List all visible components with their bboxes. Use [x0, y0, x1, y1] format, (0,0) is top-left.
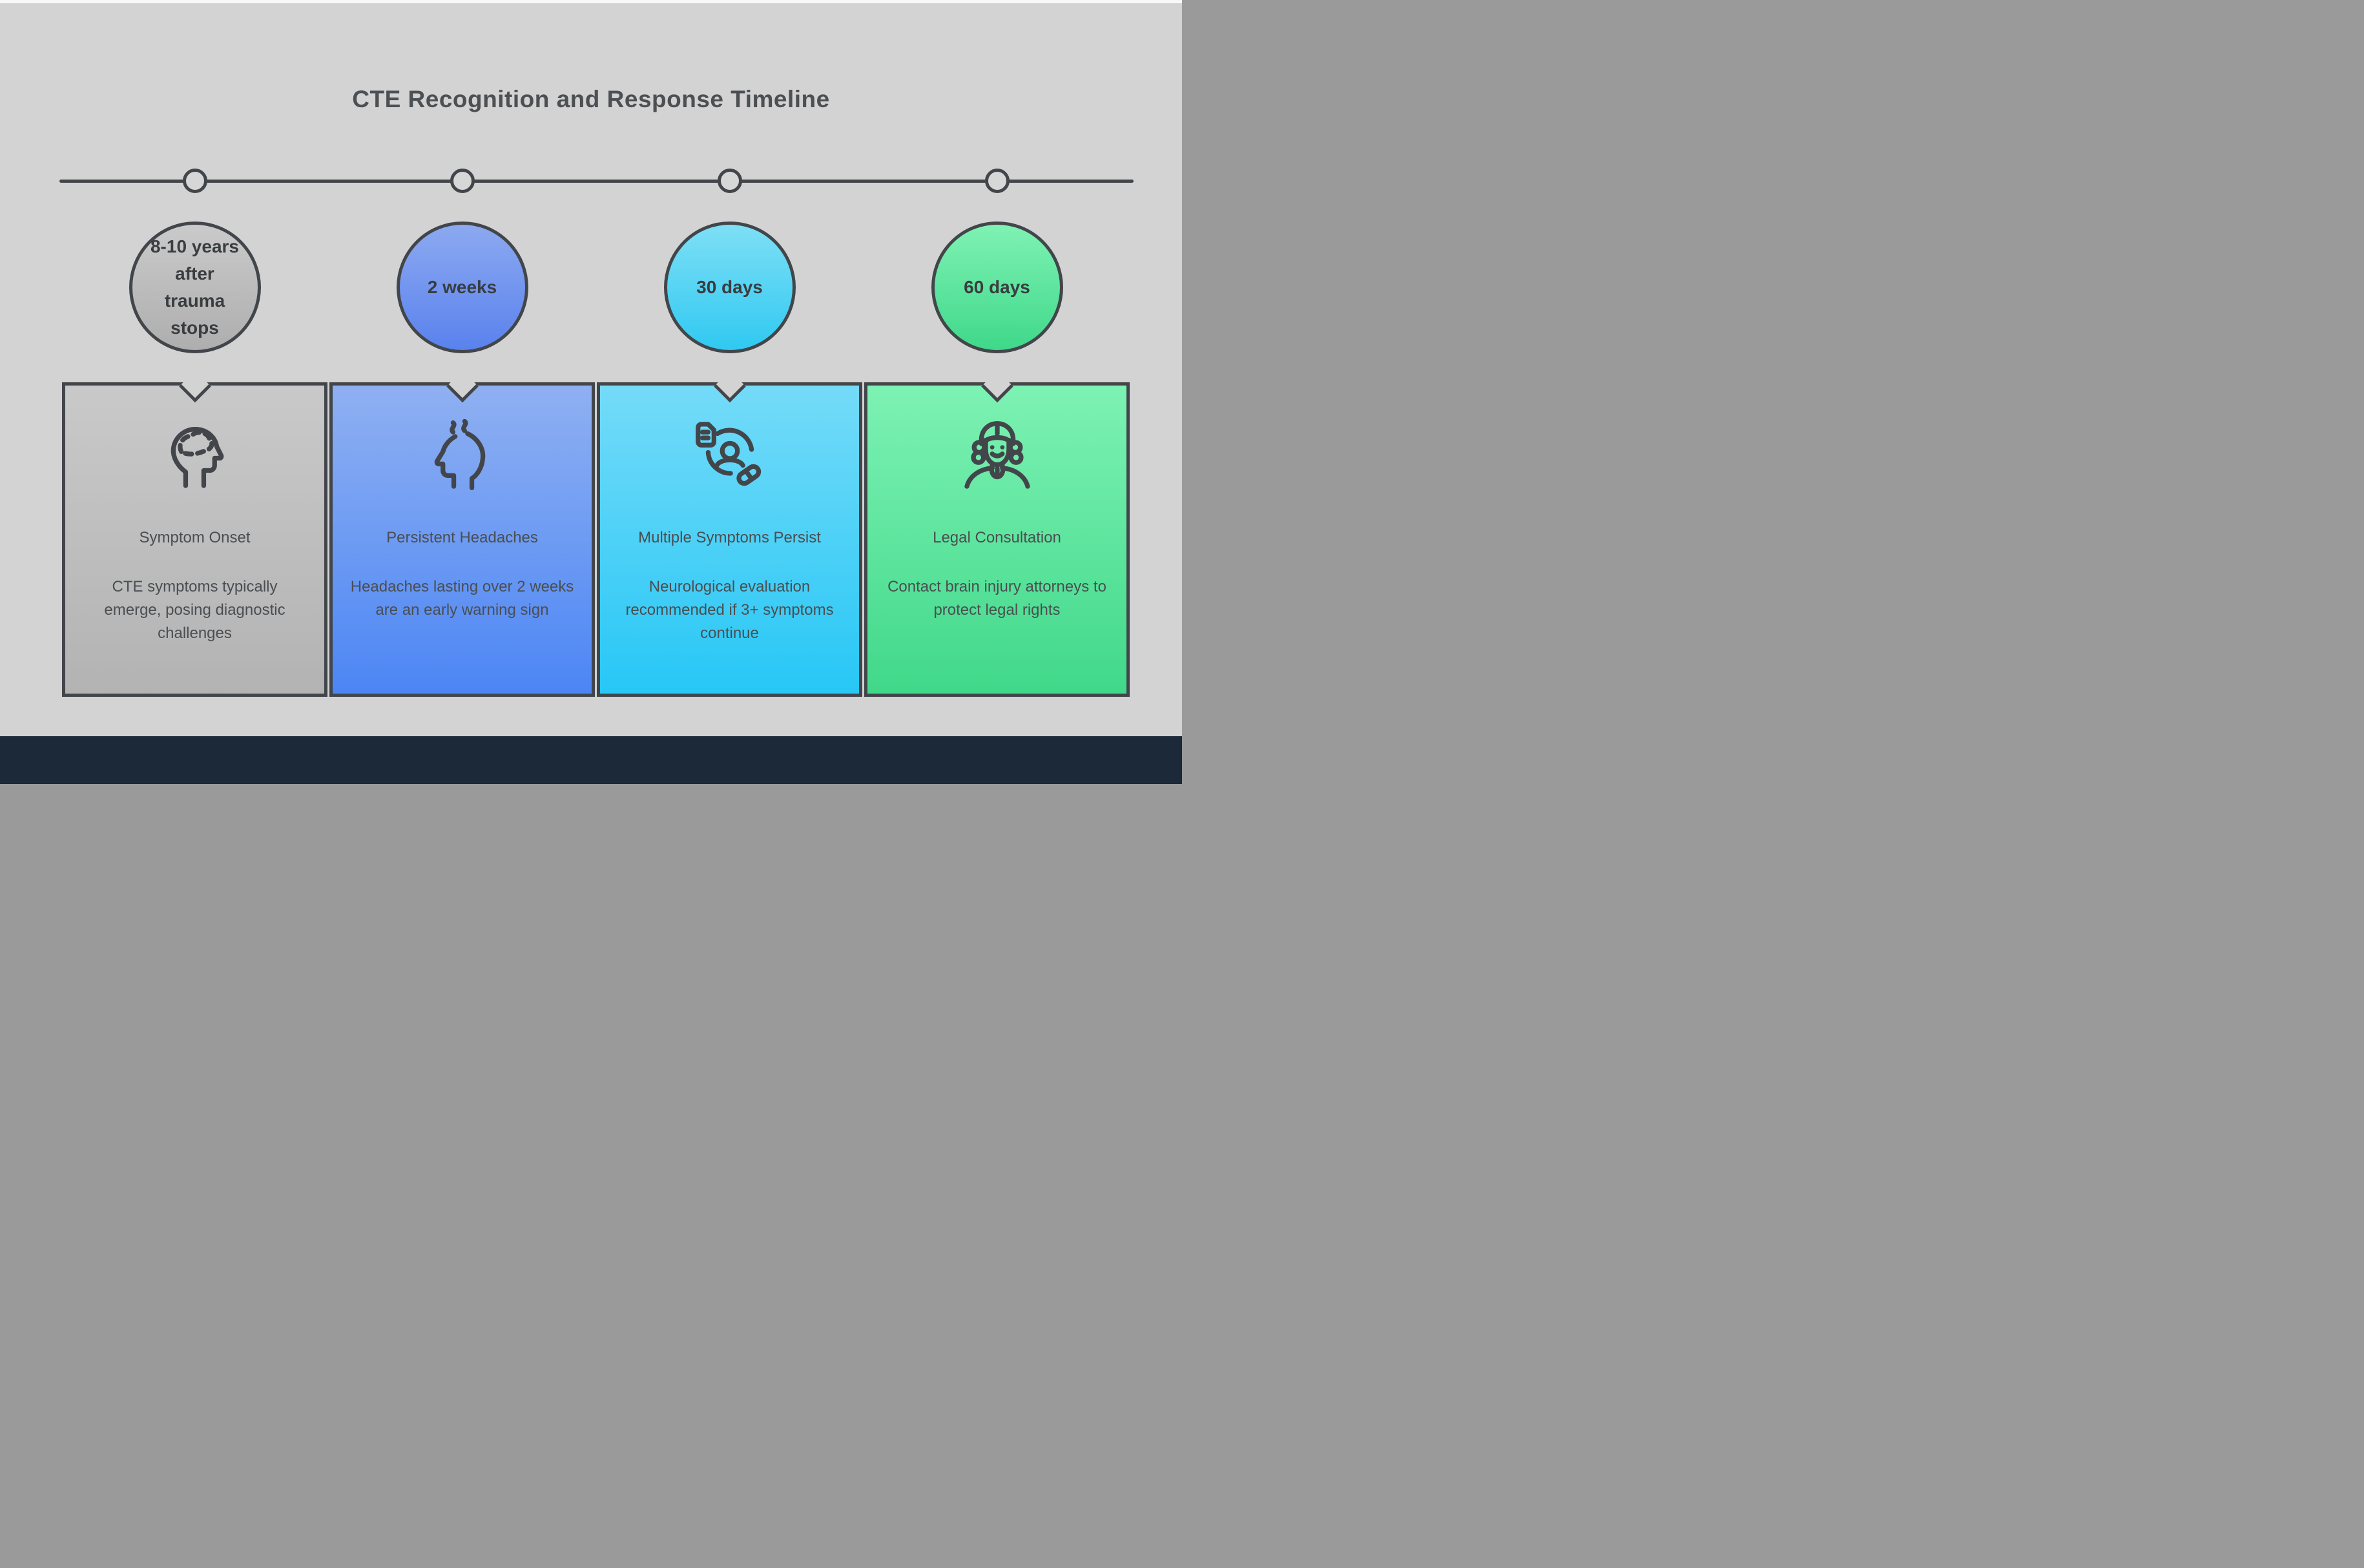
card-description: CTE symptoms typically emerge, posing di…	[104, 578, 285, 643]
infographic-page: CTE Recognition and Response Timeline 8-…	[0, 0, 1182, 784]
stage-card: Multiple Symptoms Persist Neurological e…	[597, 370, 862, 697]
timeline-stage-symptom-onset: 8-10 years after trauma stops Symptom On…	[62, 0, 327, 736]
medical-evaluation-icon	[694, 419, 766, 491]
timeline-node	[984, 169, 1010, 193]
card-title: Multiple Symptoms Persist	[638, 529, 821, 546]
card-notch	[980, 370, 1013, 403]
time-label: 30 days	[696, 277, 763, 297]
time-label: 60 days	[964, 277, 1030, 297]
timeline-stage-legal-consultation: 60 days	[864, 0, 1130, 736]
card-description: Contact brain injury attorneys to protec…	[887, 578, 1106, 619]
time-bubble: 8-10 years after trauma stops	[129, 222, 261, 353]
judge-icon	[961, 419, 1033, 491]
card-notch	[713, 370, 746, 403]
card-title: Persistent Headaches	[386, 529, 538, 546]
stage-card: Symptom Onset CTE symptoms typically eme…	[62, 370, 327, 697]
card-description: Neurological evaluation recommended if 3…	[625, 578, 834, 643]
stage-card: Persistent Headaches Headaches lasting o…	[329, 370, 595, 697]
top-strip	[0, 0, 1182, 3]
timeline-axis	[59, 180, 1134, 183]
time-label: 2 weeks	[427, 277, 497, 297]
head-brain-icon	[159, 419, 231, 491]
card-notch	[446, 370, 479, 403]
timeline-node	[450, 169, 475, 193]
time-label: 8-10 years after trauma stops	[150, 236, 239, 338]
timeline-node	[182, 169, 207, 193]
stage-card: Legal Consultation Contact brain injury …	[864, 370, 1130, 697]
card-title: Legal Consultation	[933, 529, 1061, 546]
card-notch	[178, 370, 211, 403]
headache-icon	[426, 418, 499, 491]
time-bubble: 2 weeks	[396, 222, 528, 353]
time-bubble: 30 days	[663, 222, 796, 353]
timeline-stage-multiple-symptoms: 30 days Multiple Symptoms Persi	[597, 0, 862, 736]
card-title: Symptom Onset	[139, 529, 251, 546]
timeline-stage-persistent-headaches: 2 weeks Persistent Headaches Headaches l…	[329, 0, 595, 736]
page-title: CTE Recognition and Response Timeline	[352, 85, 830, 112]
timeline-node	[717, 169, 742, 193]
footer-bar	[0, 736, 1182, 784]
card-description: Headaches lasting over 2 weeks are an ea…	[350, 578, 574, 619]
time-bubble: 60 days	[931, 222, 1063, 353]
